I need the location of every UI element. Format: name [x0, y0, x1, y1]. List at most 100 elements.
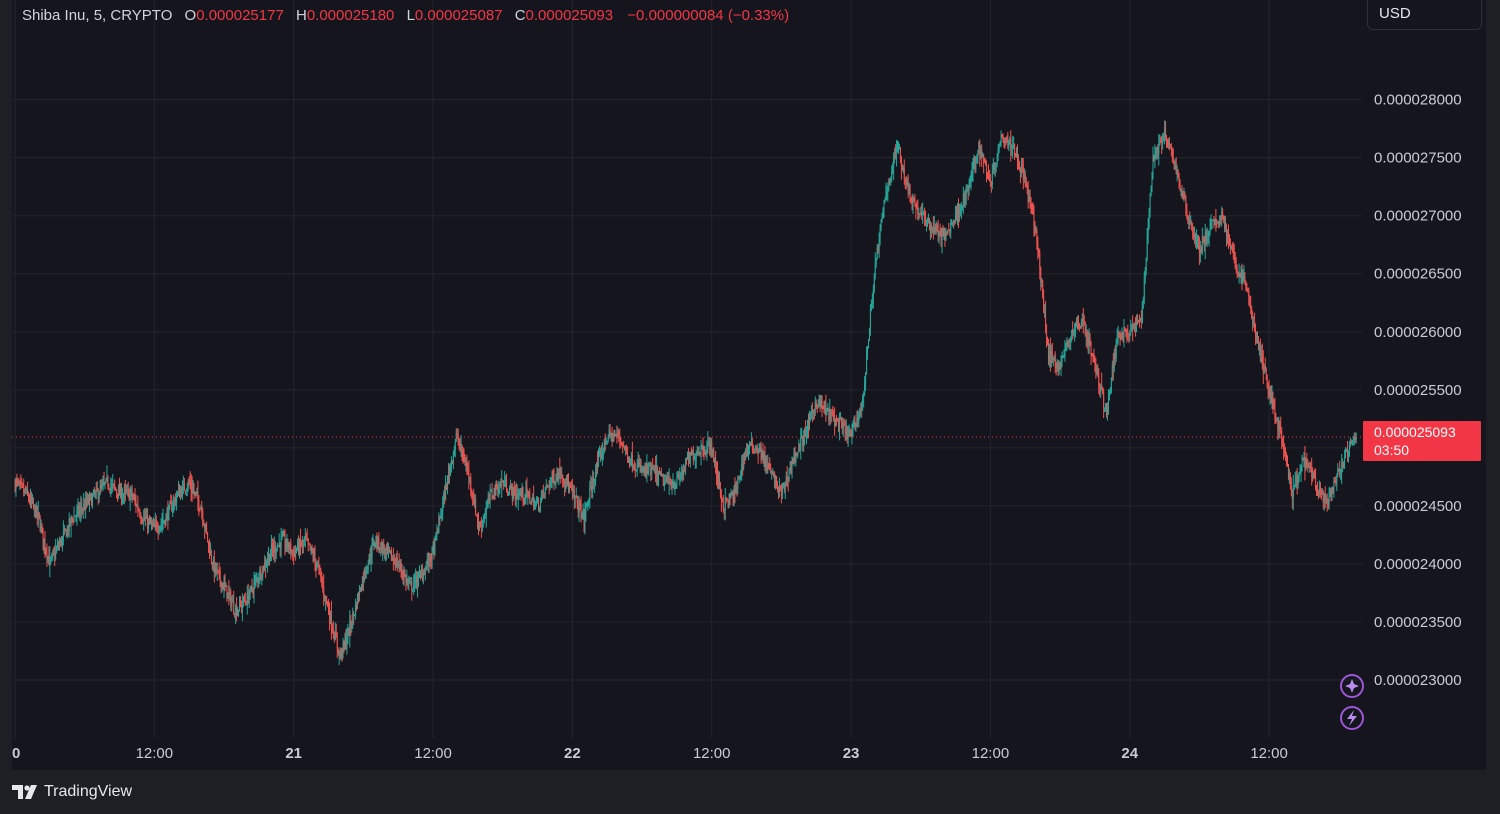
candle-body — [962, 194, 964, 206]
candle-body — [890, 177, 892, 183]
candle-body — [446, 484, 448, 491]
candle-body — [641, 469, 643, 472]
candle-body — [1131, 324, 1133, 332]
sparkle-icon[interactable] — [1340, 674, 1364, 698]
brand-footer[interactable]: TradingView — [12, 778, 132, 806]
candle-body — [487, 497, 489, 503]
candle-body — [1355, 437, 1357, 441]
candle-body — [959, 208, 961, 215]
candle-body — [980, 149, 982, 156]
candle-body — [40, 525, 42, 532]
candle-body — [1317, 490, 1319, 494]
currency-button[interactable]: USD — [1367, 0, 1482, 30]
candle-body — [1295, 477, 1297, 482]
candle-body — [154, 523, 156, 528]
candle-body — [33, 505, 35, 507]
candle-body — [799, 443, 801, 451]
candle-body — [253, 582, 255, 593]
candle-body — [900, 158, 902, 168]
candle-body — [671, 487, 673, 489]
candle-body — [209, 551, 211, 556]
candle-body — [1162, 137, 1164, 145]
candle-body — [917, 208, 919, 214]
candle-body — [92, 490, 94, 496]
candle-body — [808, 415, 810, 428]
candle-body — [665, 480, 667, 482]
candle-body — [1127, 332, 1129, 335]
candle-body — [50, 558, 52, 560]
candle-body — [940, 233, 942, 241]
candle-body — [1326, 497, 1328, 505]
candle-body — [221, 583, 223, 589]
candle-body — [535, 502, 537, 504]
candle-body — [261, 576, 263, 579]
candle-body — [1049, 351, 1051, 364]
candle-body — [350, 621, 352, 628]
candle-body — [661, 474, 663, 477]
candle-body — [644, 467, 646, 472]
candle-body — [172, 506, 174, 512]
candle-body — [1060, 363, 1062, 369]
candle-body — [525, 487, 527, 497]
candle-body — [942, 231, 944, 236]
candle-body — [670, 483, 672, 489]
candle-body — [87, 497, 89, 504]
price-tick-label: 0.000023500 — [1374, 614, 1462, 631]
lightning-icon[interactable] — [1340, 706, 1364, 730]
candle-body — [421, 572, 423, 580]
candle-body — [1178, 176, 1180, 182]
candle-body — [750, 440, 752, 445]
symbol-title[interactable]: Shiba Inu, 5, CRYPTO — [22, 7, 173, 24]
candle-body — [1227, 229, 1229, 238]
candle-body — [788, 469, 790, 480]
candle-body — [303, 539, 305, 542]
candle-body — [811, 410, 813, 413]
candle-body — [692, 451, 694, 461]
candle-body — [343, 641, 345, 644]
candle-body — [952, 222, 954, 224]
candle-body — [463, 455, 465, 463]
candle-body — [930, 225, 932, 231]
candle-body — [1124, 329, 1126, 331]
candle-body — [1032, 208, 1034, 214]
candle-body — [1143, 277, 1145, 300]
candle-body — [1080, 320, 1082, 328]
candle-body — [629, 462, 631, 464]
candle-body — [230, 592, 232, 607]
candle-body — [755, 445, 757, 452]
candle-body — [1308, 466, 1310, 468]
last-price-value: 0.000025093 — [1374, 424, 1456, 440]
candle-body — [1323, 493, 1325, 503]
candle-body — [875, 258, 877, 263]
candle-body — [990, 181, 992, 184]
candle-body — [585, 506, 587, 510]
candle-body — [1316, 487, 1318, 491]
candle-body — [989, 179, 991, 182]
candle-body — [292, 550, 294, 552]
candle-body — [540, 494, 542, 500]
chart-panel[interactable] — [12, 0, 1486, 770]
candle-body — [431, 547, 433, 562]
candle-body — [502, 480, 504, 483]
candle-body — [409, 582, 411, 584]
candle-body — [993, 162, 995, 171]
time-axis[interactable]: 0 12:00 21 12:00 22 12:00 23 12:00 24 12:00 — [12, 745, 1288, 762]
candle-body — [334, 631, 336, 641]
candle-body — [1310, 466, 1312, 469]
price-axis[interactable]: 0.000023000 0.000023500 0.000024000 0.00002… — [1374, 92, 1462, 689]
candle-body — [614, 433, 616, 437]
candle-body — [1263, 365, 1265, 374]
candle-body — [702, 444, 704, 451]
candle-body — [564, 482, 566, 485]
candle-body — [792, 458, 794, 464]
candle-body — [84, 503, 86, 510]
candle-body — [1116, 337, 1118, 342]
candle-body — [1303, 457, 1305, 460]
candle-body — [488, 497, 490, 501]
candle-body — [999, 144, 1001, 146]
candle-body — [1038, 250, 1040, 254]
candle-body — [187, 481, 189, 489]
candle-body — [795, 453, 797, 462]
candle-body — [1259, 344, 1261, 362]
